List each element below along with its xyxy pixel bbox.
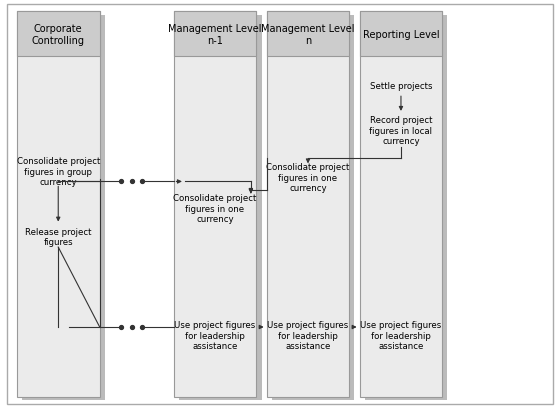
Text: Management Level
n-1: Management Level n-1 <box>169 24 262 45</box>
Text: Use project figures
for leadership
assistance: Use project figures for leadership assis… <box>360 321 442 350</box>
Text: Corporate
Controlling: Corporate Controlling <box>32 24 85 45</box>
Bar <box>174 12 256 397</box>
Bar <box>360 12 442 57</box>
Text: Use project figures
for leadership
assistance: Use project figures for leadership assis… <box>267 321 349 350</box>
Bar <box>179 16 262 400</box>
Bar <box>17 12 100 57</box>
Bar <box>360 12 442 397</box>
Text: Use project figures
for leadership
assistance: Use project figures for leadership assis… <box>174 321 256 350</box>
Bar <box>22 16 105 400</box>
Text: Consolidate project
figures in one
currency: Consolidate project figures in one curre… <box>174 194 256 223</box>
Text: Reporting Level: Reporting Level <box>363 30 439 40</box>
Text: Settle projects: Settle projects <box>370 81 432 90</box>
Text: Record project
figures in local
currency: Record project figures in local currency <box>370 116 432 146</box>
Bar <box>174 12 256 57</box>
Text: Consolidate project
figures in group
currency: Consolidate project figures in group cur… <box>17 157 100 187</box>
Bar <box>267 12 349 57</box>
Text: Consolidate project
figures in one
currency: Consolidate project figures in one curre… <box>267 163 349 193</box>
Bar <box>272 16 354 400</box>
Text: Release project
figures: Release project figures <box>25 227 91 247</box>
Text: Management Level
n: Management Level n <box>262 24 354 45</box>
Bar <box>365 16 447 400</box>
Bar <box>17 12 100 397</box>
Bar <box>267 12 349 397</box>
